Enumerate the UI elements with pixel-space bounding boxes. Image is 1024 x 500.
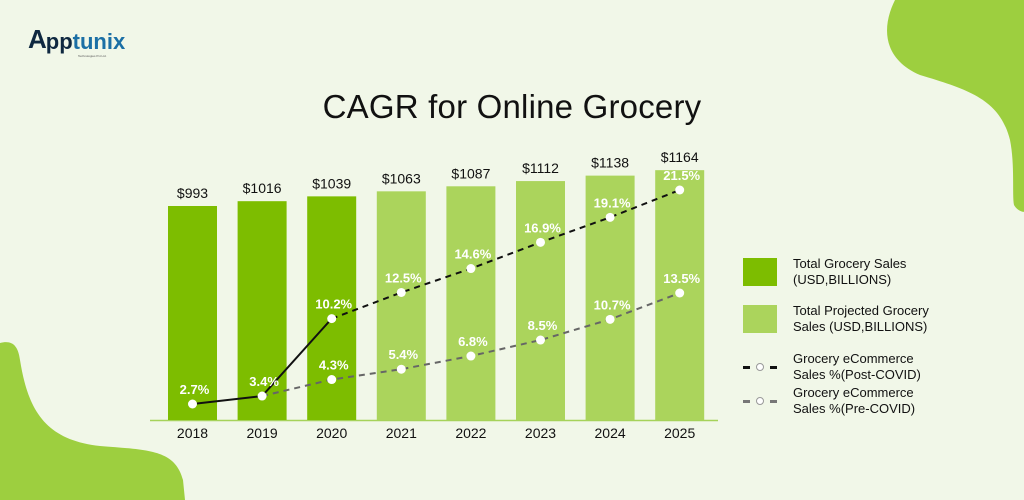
- bar-2023: [516, 181, 565, 420]
- bar-value-label: $1164: [661, 149, 699, 165]
- x-tick-label: 2025: [664, 425, 695, 441]
- legend-label: Grocery eCommerce: [793, 385, 914, 400]
- legend-item-total-grocery-sales: Total Grocery Sales (USD,BILLIONS): [743, 256, 906, 288]
- legend-label: Sales %(Post-COVID): [793, 367, 921, 382]
- post-covid-point: [257, 391, 267, 401]
- logo-wordmark: pptunix: [45, 29, 126, 54]
- pre-covid-point: [466, 351, 476, 361]
- pre-covid-point: [675, 288, 685, 298]
- legend-swatch-projected: [743, 305, 777, 333]
- legend-item-projected-grocery-sales: Total Projected Grocery Sales (USD,BILLI…: [743, 303, 929, 335]
- post-covid-pct-label: 14.6%: [454, 247, 491, 262]
- bar-2021: [376, 191, 426, 420]
- legend-item-post-covid: Grocery eCommerce Sales %(Post-COVID): [743, 351, 921, 383]
- legend-label: (USD,BILLIONS): [793, 272, 892, 287]
- x-tick-label: 2021: [386, 425, 417, 441]
- post-covid-pct-label: 19.1%: [594, 195, 631, 210]
- x-tick-label: 2023: [525, 425, 556, 441]
- apptunix-logo: A pptunix Technologies Pvt Ltd.: [28, 24, 126, 58]
- bar-value-label: $993: [177, 185, 208, 201]
- bar-value-label: $1087: [451, 165, 490, 181]
- bar-value-label: $1039: [312, 175, 351, 191]
- post-covid-pct-label: 12.5%: [385, 270, 422, 285]
- post-covid-point: [188, 399, 197, 409]
- post-covid-pct-label: 21.5%: [663, 168, 700, 183]
- x-tick-label: 2024: [595, 425, 626, 441]
- x-tick-label: 2020: [316, 425, 347, 441]
- legend-line-icon-pre-covid: [743, 397, 777, 405]
- bar-value-label: $1063: [382, 170, 421, 186]
- x-tick-label: 2019: [247, 425, 278, 441]
- legend-label: Total Grocery Sales: [793, 256, 907, 271]
- post-covid-point: [327, 314, 337, 324]
- chart-title: CAGR for Online Grocery: [322, 88, 702, 125]
- post-covid-point: [605, 212, 615, 222]
- x-tick-label: 2022: [455, 425, 486, 441]
- post-covid-point: [396, 287, 406, 297]
- post-covid-pct-label: 16.9%: [524, 220, 561, 235]
- legend-line-icon-post-covid: [743, 363, 777, 371]
- legend-swatch-actual: [743, 258, 777, 286]
- pre-covid-point: [396, 364, 406, 374]
- pre-covid-pct-label: 5.4%: [388, 347, 418, 362]
- logo-initial: A: [28, 24, 47, 54]
- bar-2019: [237, 201, 287, 420]
- legend-label: Grocery eCommerce: [793, 351, 914, 366]
- pre-covid-pct-label: 13.5%: [663, 271, 700, 286]
- bar-2018: [168, 206, 217, 420]
- post-covid-point: [536, 237, 545, 247]
- post-covid-pct-label: 2.7%: [180, 382, 210, 397]
- legend-label: Total Projected Grocery: [793, 303, 929, 318]
- legend-label: Sales (USD,BILLIONS): [793, 319, 928, 334]
- post-covid-line-projected: [331, 189, 681, 320]
- x-tick-label: 2018: [177, 425, 208, 441]
- bar-group: [168, 170, 705, 420]
- bar-value-label: $1112: [522, 160, 559, 176]
- legend-item-pre-covid: Grocery eCommerce Sales %(Pre-COVID): [743, 385, 915, 417]
- line-group: [188, 185, 685, 409]
- bar-2022: [446, 186, 496, 420]
- legend-label: Sales %(Pre-COVID): [793, 401, 916, 416]
- pre-covid-point: [327, 375, 337, 385]
- pre-covid-pct-label: 8.5%: [528, 318, 558, 333]
- bar-value-label: $1016: [243, 180, 282, 196]
- pre-covid-point: [605, 314, 615, 324]
- logo-tagline: Technologies Pvt Ltd.: [78, 54, 107, 58]
- post-covid-pct-label: 3.4%: [249, 374, 279, 389]
- pre-covid-pct-label: 4.3%: [319, 358, 349, 373]
- pre-covid-pct-label: 6.8%: [458, 334, 488, 349]
- post-covid-pct-label: 10.2%: [315, 297, 352, 312]
- pre-covid-point: [536, 335, 545, 345]
- post-covid-point: [466, 264, 476, 274]
- label-group: $993 2018 $1016 2019 $1039 2020 $1063 2021 $1087…: [177, 149, 701, 441]
- post-covid-point: [675, 185, 685, 195]
- bar-value-label: $1138: [591, 155, 629, 171]
- pre-covid-pct-label: 10.7%: [594, 297, 631, 312]
